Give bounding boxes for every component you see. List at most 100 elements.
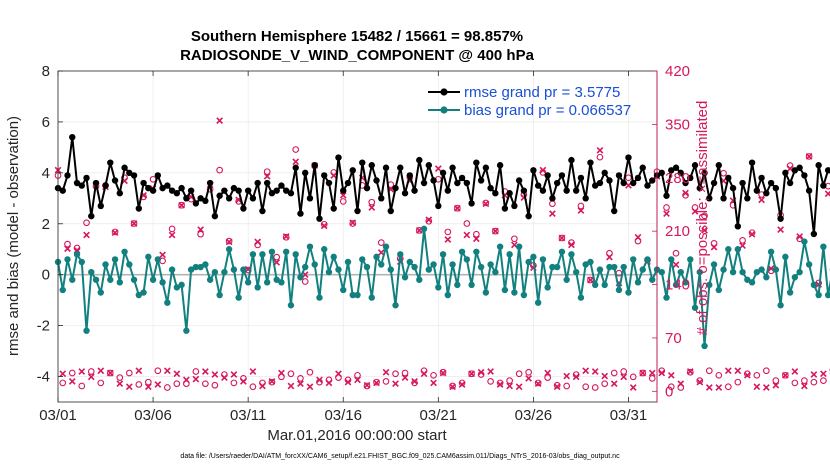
rmse-point [701,169,708,177]
obs-assimilated-stroke [568,241,575,249]
obs-assimilated-stroke [116,380,124,388]
obs-possible-point [83,219,90,227]
obs-possible-point [287,370,295,378]
bias-point [397,251,404,258]
obs-assimilated-stroke [439,369,447,377]
obs-assimilated-point [306,383,314,391]
obs-assimilated-point [491,227,499,235]
bias-point [782,253,789,261]
bias-point [330,253,337,261]
y-tick-label-left: -2 [37,318,50,335]
obs-possible-point [739,236,746,244]
bias-point [720,266,727,273]
bias-point [145,253,152,261]
obs-assimilated-stroke [544,369,552,377]
obs-assimilated-point [182,376,190,384]
bias-point [454,281,461,289]
obs-count-markers [54,117,830,391]
obs-assimilated-point [629,384,637,391]
obs-possible-point [601,380,609,388]
rmse-point [563,187,570,194]
obs-assimilated-stroke [677,380,685,388]
obs-assimilated-point [453,204,461,212]
bias-point [401,274,409,281]
obs-assimilated-stroke [472,235,480,243]
y-tick-label-left: 2 [42,216,50,233]
obs-assimilated-point [506,382,513,390]
rmse-point [501,205,509,212]
obs-assimilated-point [439,369,447,377]
rmse-point [715,162,723,169]
obs-possible-point [801,377,808,384]
bias-point [292,251,299,258]
obs-possible-point [534,379,542,387]
obs-assimilated-point [667,371,675,379]
bias-point [525,258,532,266]
obs-possible-point [715,371,723,379]
obs-assimilated-stroke [596,146,604,154]
obs-assimilated-stroke [425,216,433,224]
obs-assimilated-stroke [106,369,114,377]
obs-possible-point [748,229,756,237]
rmse-point [197,195,204,202]
rmse-point [330,205,337,212]
obs-possible-point [249,383,257,391]
bias-point [78,258,85,266]
obs-assimilated-stroke [368,204,376,211]
obs-possible-point [301,278,309,285]
rmse-point [411,187,418,194]
obs-assimilated-stroke [791,368,799,375]
rmse-point [211,212,219,220]
obs-possible-point [724,383,732,391]
obs-assimilated-stroke [325,379,333,387]
obs-assimilated-point [292,158,300,166]
obs-assimilated-point [64,245,71,253]
obs-assimilated-stroke [824,190,830,198]
obs-possible-point [482,199,490,207]
rmse-point [249,195,257,202]
obs-assimilated-point [287,382,295,390]
bias-point [815,291,822,299]
obs-assimilated-stroke [482,200,490,208]
obs-possible-point [805,153,813,160]
obs-assimilated-point [159,251,166,259]
obs-possible-point [791,379,799,387]
obs-possible-point [68,369,76,377]
x-tick-label: 03/21 [420,407,458,424]
obs-assimilated-stroke [83,231,90,239]
obs-assimilated-point [639,369,647,377]
rmse-point [601,169,608,177]
rmse-point [373,177,380,184]
obs-assimilated-point [268,378,276,385]
rmse-point [767,179,775,187]
obs-possible-point [78,382,86,390]
obs-assimilated-stroke [240,378,247,385]
obs-possible-point [582,383,590,391]
obs-assimilated-stroke [810,371,818,378]
rmse-point [458,174,466,182]
rmse-point [297,210,304,217]
bias-point [359,256,366,263]
obs-assimilated-stroke [254,238,262,246]
obs-assimilated-point [777,226,784,234]
bias-point [387,266,394,273]
obs-assimilated-point [710,243,718,251]
obs-possible-point [620,368,628,375]
obs-possible-point [762,367,770,375]
obs-assimilated-stroke [268,378,276,385]
rmse-point [102,182,109,189]
bias-point [615,286,623,294]
obs-assimilated-point [563,372,571,380]
obs-assimilated-point [677,380,685,388]
obs-assimilated-stroke [629,384,637,391]
bias-point [430,261,437,268]
y-tick-label-left: 6 [42,114,50,131]
obs-assimilated-point [610,380,618,388]
rmse-point [558,172,566,179]
bias-point [392,302,399,309]
bias-point [244,279,252,286]
obs-assimilated-point [715,384,723,391]
rmse-point [739,179,746,187]
obs-possible-point [173,380,181,388]
rmse-point [611,207,618,215]
